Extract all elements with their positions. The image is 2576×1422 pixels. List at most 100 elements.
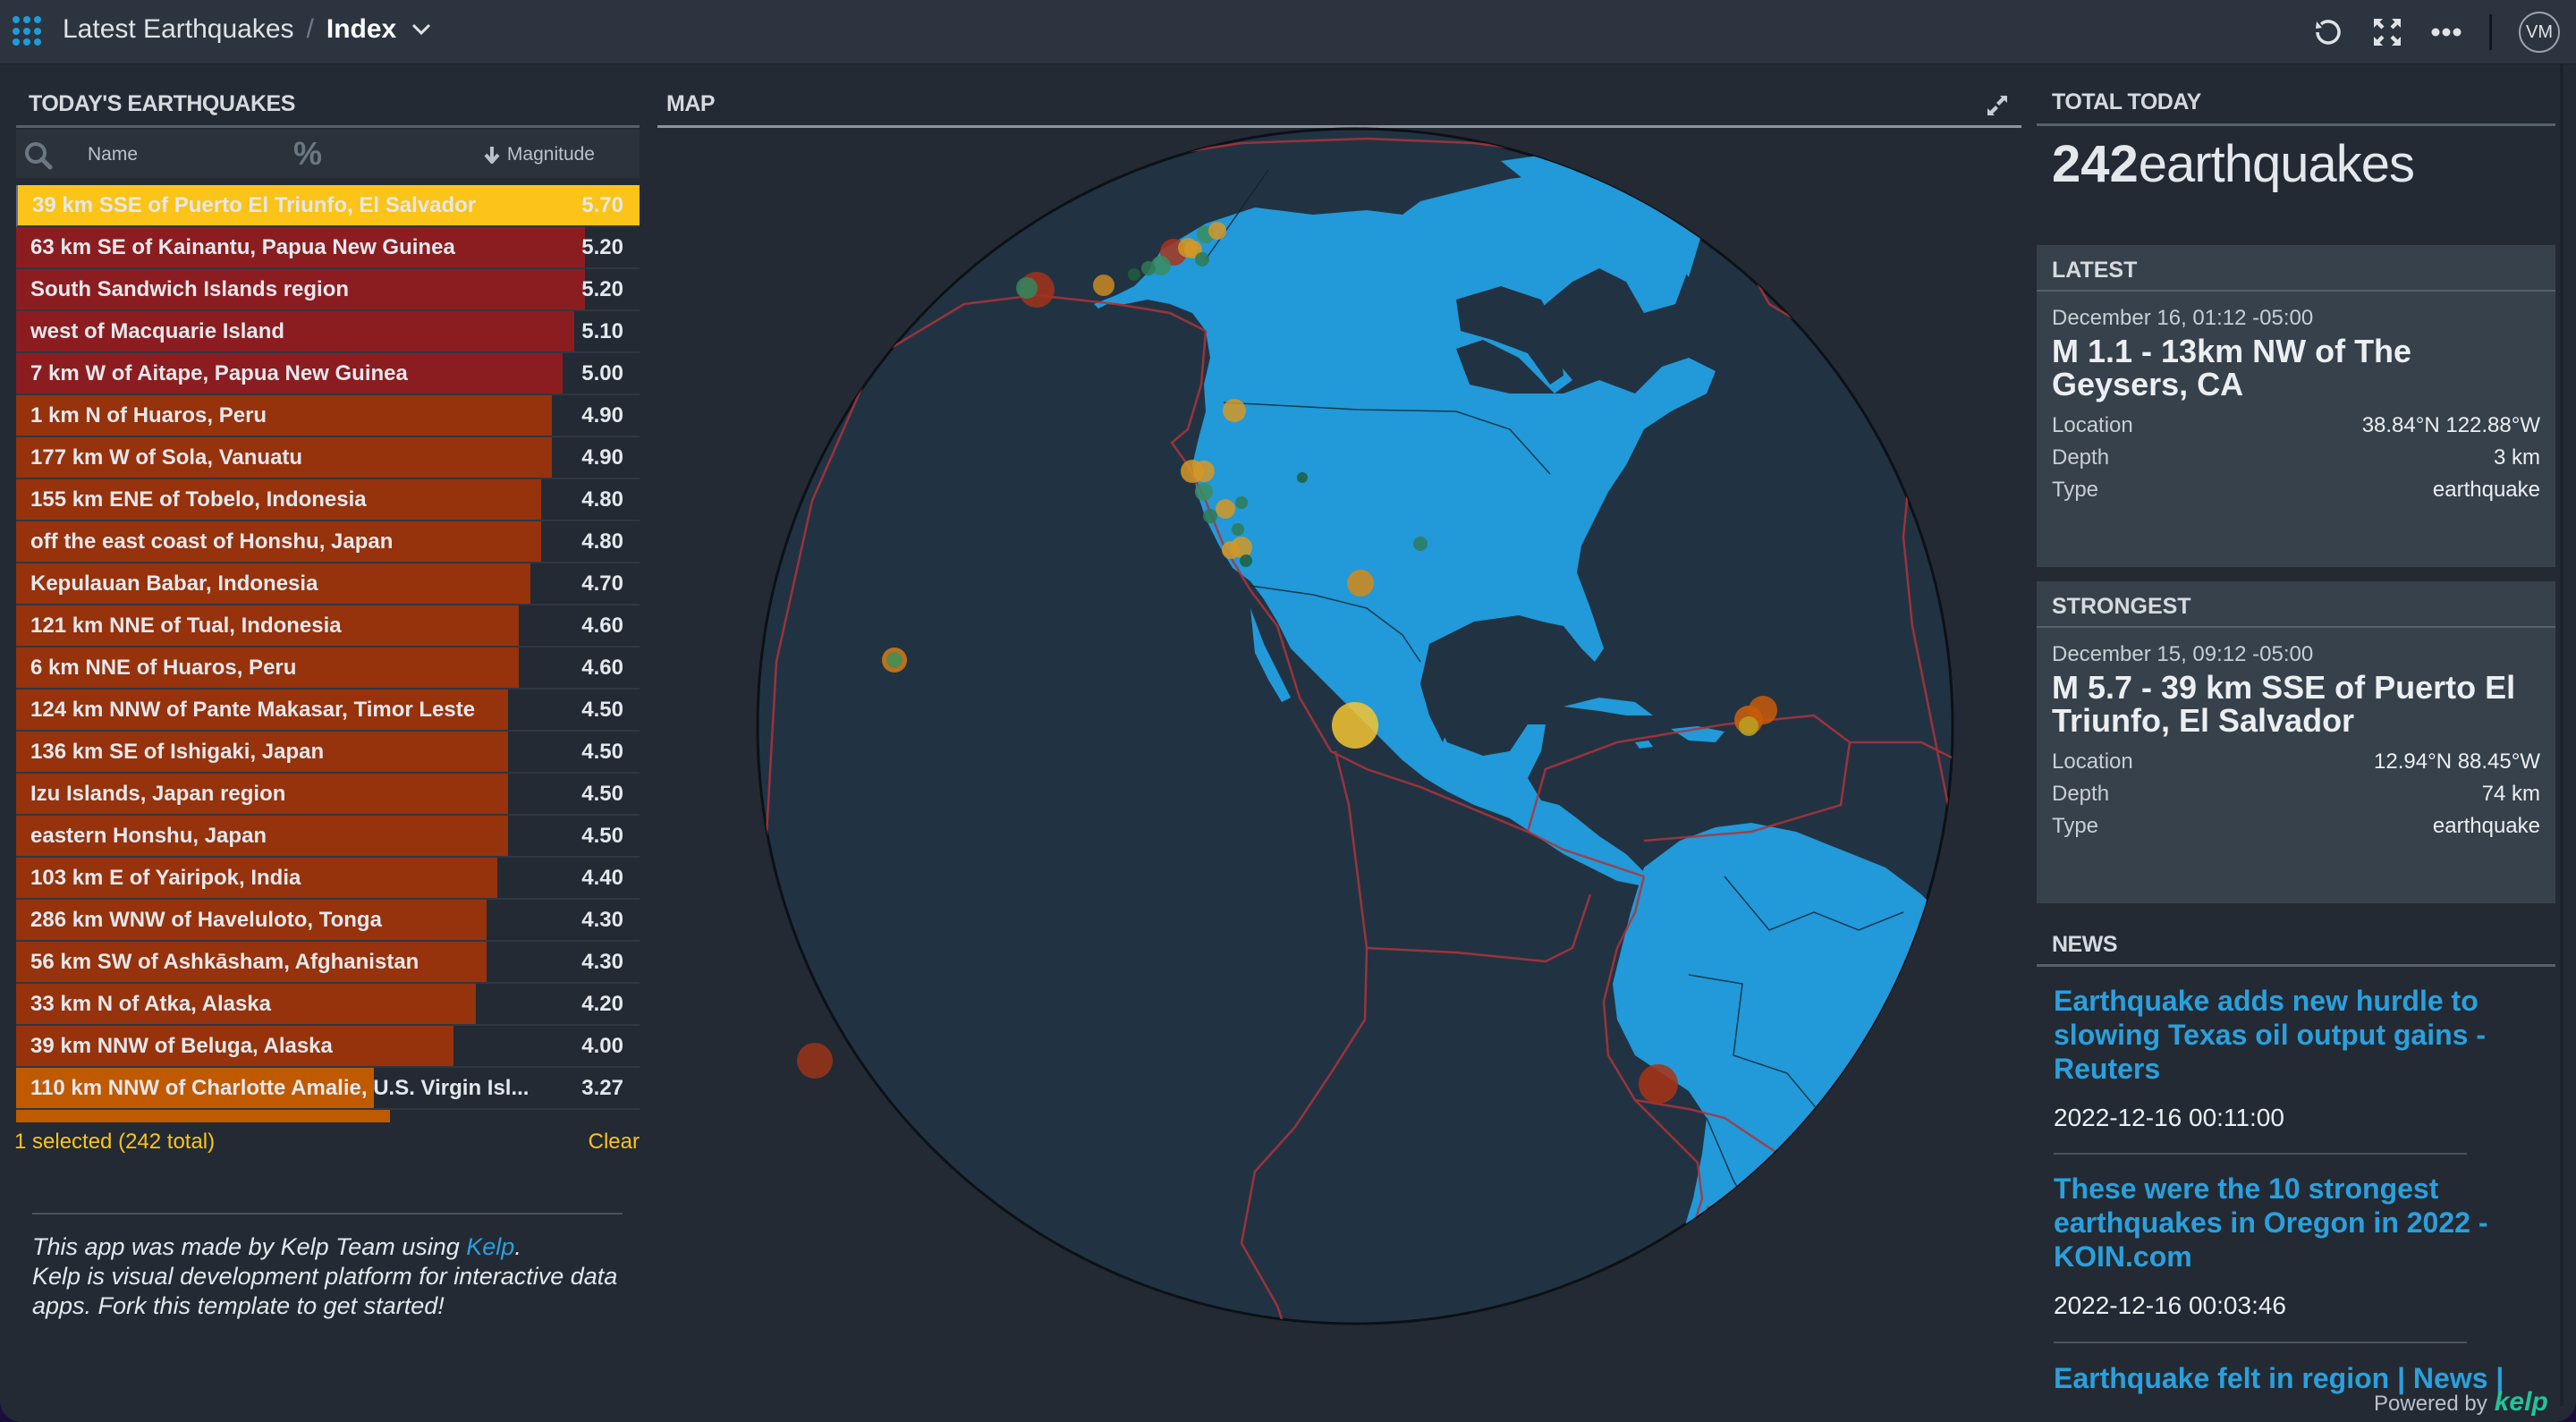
earthquake-marker[interactable]	[1195, 252, 1209, 267]
earthquake-marker[interactable]	[1347, 570, 1374, 597]
magnitude-bar	[16, 690, 509, 730]
magnitude-bar	[16, 648, 520, 688]
earthquake-marker[interactable]	[1639, 1064, 1678, 1104]
row-magnitude: 4.50	[581, 782, 623, 806]
earthquake-marker[interactable]	[1193, 461, 1215, 482]
earthquake-marker[interactable]	[1216, 499, 1235, 519]
table-row[interactable]: Kepulauan Babar, Indonesia 4.70	[16, 563, 640, 605]
apps-grid-icon[interactable]	[13, 16, 43, 47]
table-row[interactable]: west of Macquarie Island 5.10	[16, 311, 640, 353]
earthquake-marker[interactable]	[1203, 509, 1217, 523]
table-row[interactable]: 1 km N of Huaros, Peru 4.90	[16, 395, 640, 437]
table-row[interactable]: 39 km SSE of Puerto El Triunfo, El Salva…	[16, 185, 640, 227]
earthquake-marker[interactable]	[1232, 523, 1244, 536]
table-row[interactable]: 7 km W of Aitape, Papua New Guinea 5.00	[16, 353, 640, 395]
earthquake-globe-map[interactable]	[724, 125, 2004, 1359]
expand-map-icon[interactable]	[1984, 92, 2011, 123]
strongest-card: STRONGEST December 15, 09:12 -05:00 M 5.…	[2037, 581, 2555, 903]
latest-date: December 16, 01:12 -05:00	[2052, 306, 2314, 330]
row-name: 6 km NNE of Huaros, Peru	[30, 656, 297, 680]
earthquake-marker[interactable]	[1128, 268, 1140, 281]
news-link[interactable]: Earthquake adds new hurdle to slowing Te…	[2054, 985, 2486, 1085]
row-magnitude: 4.40	[581, 866, 623, 890]
earthquake-marker[interactable]	[1222, 541, 1240, 559]
kelp-link[interactable]: Kelp	[466, 1233, 515, 1260]
magnitude-bar	[16, 1068, 374, 1108]
selection-footer: 1 selected (242 total) Clear	[14, 1130, 640, 1155]
table-row[interactable]: 110 km NNW of Charlotte Amalie, U.S. Vir…	[16, 1068, 640, 1110]
strongest-date: December 15, 09:12 -05:00	[2052, 642, 2314, 666]
table-row-partial[interactable]	[16, 1110, 640, 1122]
table-row[interactable]: South Sandwich Islands region 5.20	[16, 269, 640, 311]
earthquake-marker[interactable]	[1297, 472, 1308, 483]
clear-selection-button[interactable]: Clear	[588, 1130, 640, 1154]
column-header-name[interactable]: Name	[88, 144, 139, 165]
percent-toggle-icon[interactable]: %	[293, 135, 323, 172]
table-row[interactable]: 6 km NNE of Huaros, Peru 4.60	[16, 648, 640, 690]
table-row[interactable]: eastern Honshu, Japan 4.50	[16, 816, 640, 858]
news-link[interactable]: These were the 10 strongest earthquakes …	[2054, 1172, 2488, 1273]
section-divider	[16, 125, 640, 128]
earthquake-marker[interactable]	[1223, 399, 1246, 422]
earthquake-marker[interactable]	[1749, 696, 1777, 724]
earthquake-marker[interactable]	[1195, 483, 1213, 501]
right-panel-scrollbar[interactable]	[2560, 64, 2563, 1406]
table-row[interactable]: 177 km W of Sola, Vanuatu 4.90	[16, 437, 640, 479]
more-icon[interactable]	[2430, 16, 2462, 48]
earthquake-marker[interactable]	[1240, 554, 1252, 567]
table-row[interactable]: 39 km NNW of Beluga, Alaska 4.00	[16, 1026, 640, 1068]
strongest-card-title: STRONGEST	[2037, 581, 2555, 628]
row-name: west of Macquarie Island	[30, 319, 285, 343]
strongest-headline: M 5.7 - 39 km SSE of Puerto El Triunfo, …	[2052, 669, 2516, 739]
earthquake-marker[interactable]	[797, 1043, 833, 1079]
table-row[interactable]: 124 km NNW of Pante Makasar, Timor Leste…	[16, 690, 640, 732]
about-period: .	[514, 1233, 521, 1260]
page-title[interactable]: Index	[326, 14, 397, 44]
column-header-magnitude[interactable]: Magnitude	[484, 144, 595, 165]
latest-type: earthquake	[2432, 478, 2540, 502]
magnitude-bar	[16, 1026, 454, 1066]
row-name: Kepulauan Babar, Indonesia	[30, 571, 318, 596]
strongest-depth: 74 km	[2481, 782, 2540, 806]
earthquake-marker[interactable]	[1235, 496, 1248, 509]
table-row[interactable]: 56 km SW of Ashkāsham, Afghanistan 4.30	[16, 942, 640, 984]
chevron-down-icon[interactable]	[409, 17, 434, 42]
earthquake-markers	[797, 222, 1777, 1104]
table-row[interactable]: 103 km E of Yairipok, India 4.40	[16, 858, 640, 900]
table-row[interactable]: 155 km ENE of Tobelo, Indonesia 4.80	[16, 479, 640, 521]
earthquake-marker[interactable]	[1332, 702, 1378, 749]
latest-card: LATEST December 16, 01:12 -05:00 M 1.1 -…	[2037, 245, 2555, 567]
magnitude-bar	[16, 732, 509, 772]
fullscreen-icon[interactable]	[2371, 16, 2403, 48]
earthquake-marker[interactable]	[1093, 275, 1114, 296]
app-title[interactable]: Latest Earthquakes	[63, 14, 294, 44]
table-row[interactable]: 286 km WNW of Haveluloto, Tonga 4.30	[16, 900, 640, 942]
field-label: Type	[2052, 478, 2099, 502]
news-item: Earthquake felt in region | News |	[2054, 1361, 2537, 1415]
toolbar-divider	[2489, 14, 2492, 50]
table-row[interactable]: Izu Islands, Japan region 4.50	[16, 774, 640, 816]
earthquake-marker[interactable]	[1141, 261, 1156, 275]
table-row[interactable]: 136 km SE of Ishigaki, Japan 4.50	[16, 732, 640, 774]
table-row[interactable]: off the east coast of Honshu, Japan 4.80	[16, 521, 640, 563]
table-row[interactable]: 63 km SE of Kainantu, Papua New Guinea 5.…	[16, 227, 640, 269]
latest-depth: 3 km	[2493, 445, 2540, 470]
news-link[interactable]: Earthquake felt in region | News |	[2054, 1362, 2504, 1394]
refresh-icon[interactable]	[2312, 16, 2344, 48]
earthquake-marker[interactable]	[1151, 256, 1171, 275]
earthquake-marker[interactable]	[1016, 277, 1038, 299]
strongest-details: Location 12.94°N 88.45°W Depth 74 km Type e…	[2052, 749, 2540, 846]
table-row[interactable]: 33 km N of Atka, Alaska 4.20	[16, 984, 640, 1026]
user-avatar[interactable]: VM	[2519, 12, 2560, 53]
magnitude-bar	[16, 984, 476, 1024]
row-name: 39 km SSE of Puerto El Triunfo, El Salva…	[32, 193, 477, 217]
earthquake-marker[interactable]	[1208, 222, 1226, 240]
search-icon[interactable]	[23, 140, 54, 176]
breadcrumb: Latest Earthquakes / Index	[63, 14, 434, 45]
earthquake-marker[interactable]	[1739, 716, 1758, 736]
powered-by-badge[interactable]: Powered by kelp	[2374, 1387, 2548, 1418]
earthquake-marker[interactable]	[1413, 537, 1428, 551]
earthquake-marker[interactable]	[886, 652, 902, 668]
table-row[interactable]: 121 km NNE of Tual, Indonesia 4.60	[16, 605, 640, 648]
